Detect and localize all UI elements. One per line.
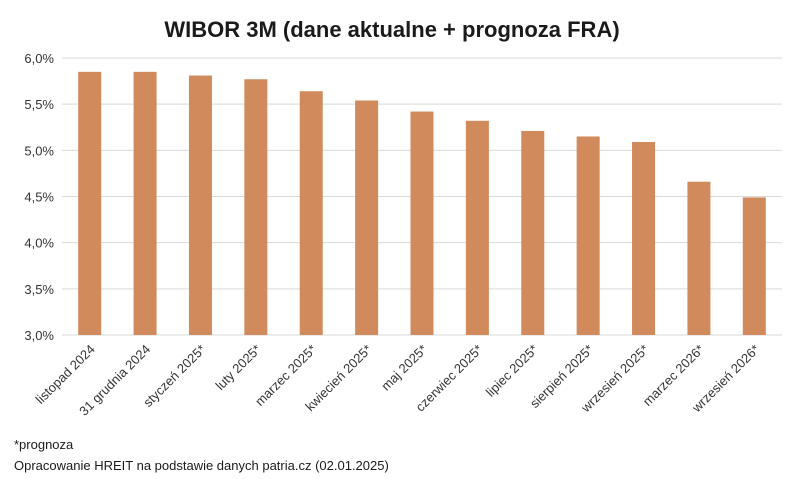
x-tick-label: lipiec 2025* (483, 342, 541, 400)
y-tick-label: 3,0% (24, 328, 54, 343)
bar (465, 120, 489, 335)
bar (188, 75, 212, 335)
y-tick-label: 6,0% (24, 51, 54, 66)
bar (742, 197, 766, 335)
bar-chart: WIBOR 3M (dane aktualne + prognoza FRA) … (24, 17, 782, 419)
bar (521, 130, 545, 335)
y-tick-label: 5,0% (24, 143, 54, 158)
bar (299, 91, 323, 336)
y-tick-label: 5,5% (24, 97, 54, 112)
source-note: Opracowanie HREIT na podstawie danych pa… (14, 458, 389, 473)
x-tick-label: luty 2025* (212, 342, 263, 393)
y-tick-label: 3,5% (24, 282, 54, 297)
chart-title: WIBOR 3M (dane aktualne + prognoza FRA) (164, 17, 619, 42)
bar (410, 111, 434, 335)
bars (78, 71, 766, 336)
bar (632, 142, 656, 335)
bar (576, 136, 600, 335)
footnote: *prognoza (14, 437, 74, 452)
bar (133, 71, 157, 335)
bar (355, 100, 379, 336)
bar (244, 79, 268, 335)
bar (78, 71, 102, 335)
bar (687, 181, 711, 335)
x-tick-label: maj 2025* (378, 342, 430, 394)
y-tick-label: 4,5% (24, 190, 54, 205)
y-tick-label: 4,0% (24, 236, 54, 251)
y-axis-tick-labels: 3,0% 3,5% 4,0% 4,5% 5,0% 5,5% 6,0% (24, 51, 54, 343)
